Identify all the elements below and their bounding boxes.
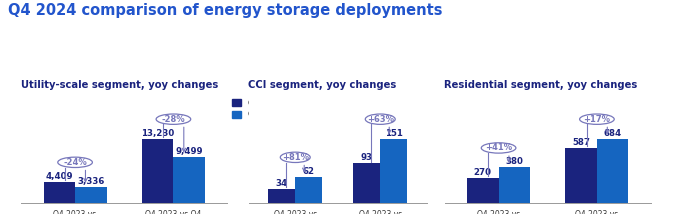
Text: Q4 2024 comparison of energy storage deployments: Q4 2024 comparison of energy storage dep… (8, 3, 443, 18)
Text: CCI segment, yoy changes: CCI segment, yoy changes (248, 80, 397, 90)
Text: 380: 380 (505, 157, 524, 166)
Bar (295, 177, 323, 203)
Bar (353, 163, 380, 203)
Text: 684: 684 (603, 129, 622, 138)
Text: 34: 34 (276, 179, 288, 188)
Text: 93: 93 (360, 153, 372, 162)
Text: 270: 270 (474, 168, 492, 177)
Text: -28%: -28% (162, 115, 186, 124)
Text: +81%: +81% (281, 153, 309, 162)
Text: 62: 62 (303, 167, 315, 176)
Text: 13,230: 13,230 (141, 129, 174, 138)
Text: +63%: +63% (367, 115, 393, 124)
Bar (75, 187, 106, 203)
Text: +17%: +17% (583, 115, 610, 124)
Text: 151: 151 (385, 129, 402, 138)
Bar (566, 148, 597, 203)
Bar (498, 167, 530, 203)
Text: Residential segment, yoy changes: Residential segment, yoy changes (444, 80, 638, 90)
Text: Utility-scale segment, yoy changes: Utility-scale segment, yoy changes (21, 80, 218, 90)
Bar (597, 139, 629, 203)
Bar (467, 178, 498, 203)
Bar (268, 189, 295, 203)
Text: 3,336: 3,336 (77, 177, 104, 186)
Text: 9,499: 9,499 (176, 147, 203, 156)
Bar (380, 139, 407, 203)
Text: +41%: +41% (485, 143, 512, 152)
Legend: Q4 2023, Q4 2024: Q4 2023, Q4 2024 (232, 99, 286, 119)
Text: 587: 587 (572, 138, 590, 147)
Bar (174, 157, 205, 203)
Bar (142, 139, 174, 203)
Text: -24%: -24% (63, 158, 87, 167)
Bar (43, 182, 75, 203)
Text: 4,409: 4,409 (46, 172, 73, 181)
